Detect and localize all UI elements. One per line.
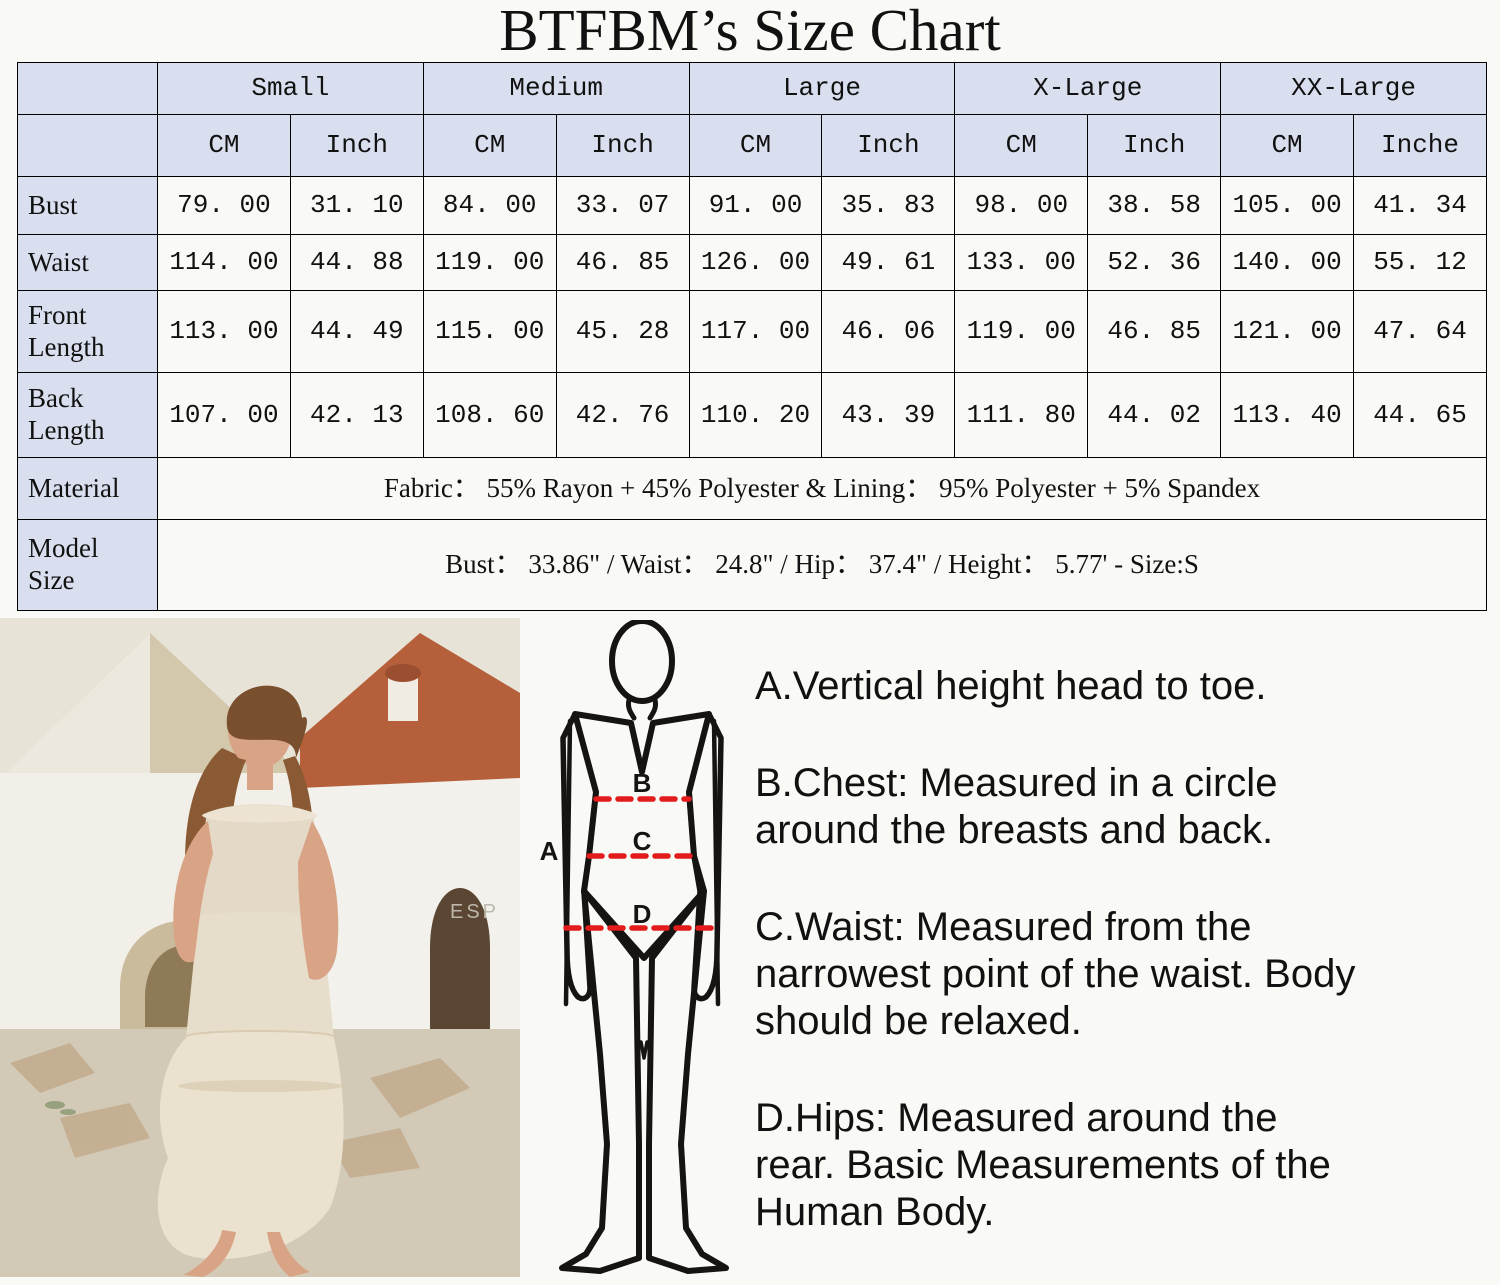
svg-text:D: D <box>633 899 652 929</box>
svg-text:A: A <box>540 836 559 866</box>
svg-text:C: C <box>633 826 652 856</box>
svg-text:B: B <box>633 768 652 798</box>
svg-text:ESP: ESP <box>450 901 499 923</box>
